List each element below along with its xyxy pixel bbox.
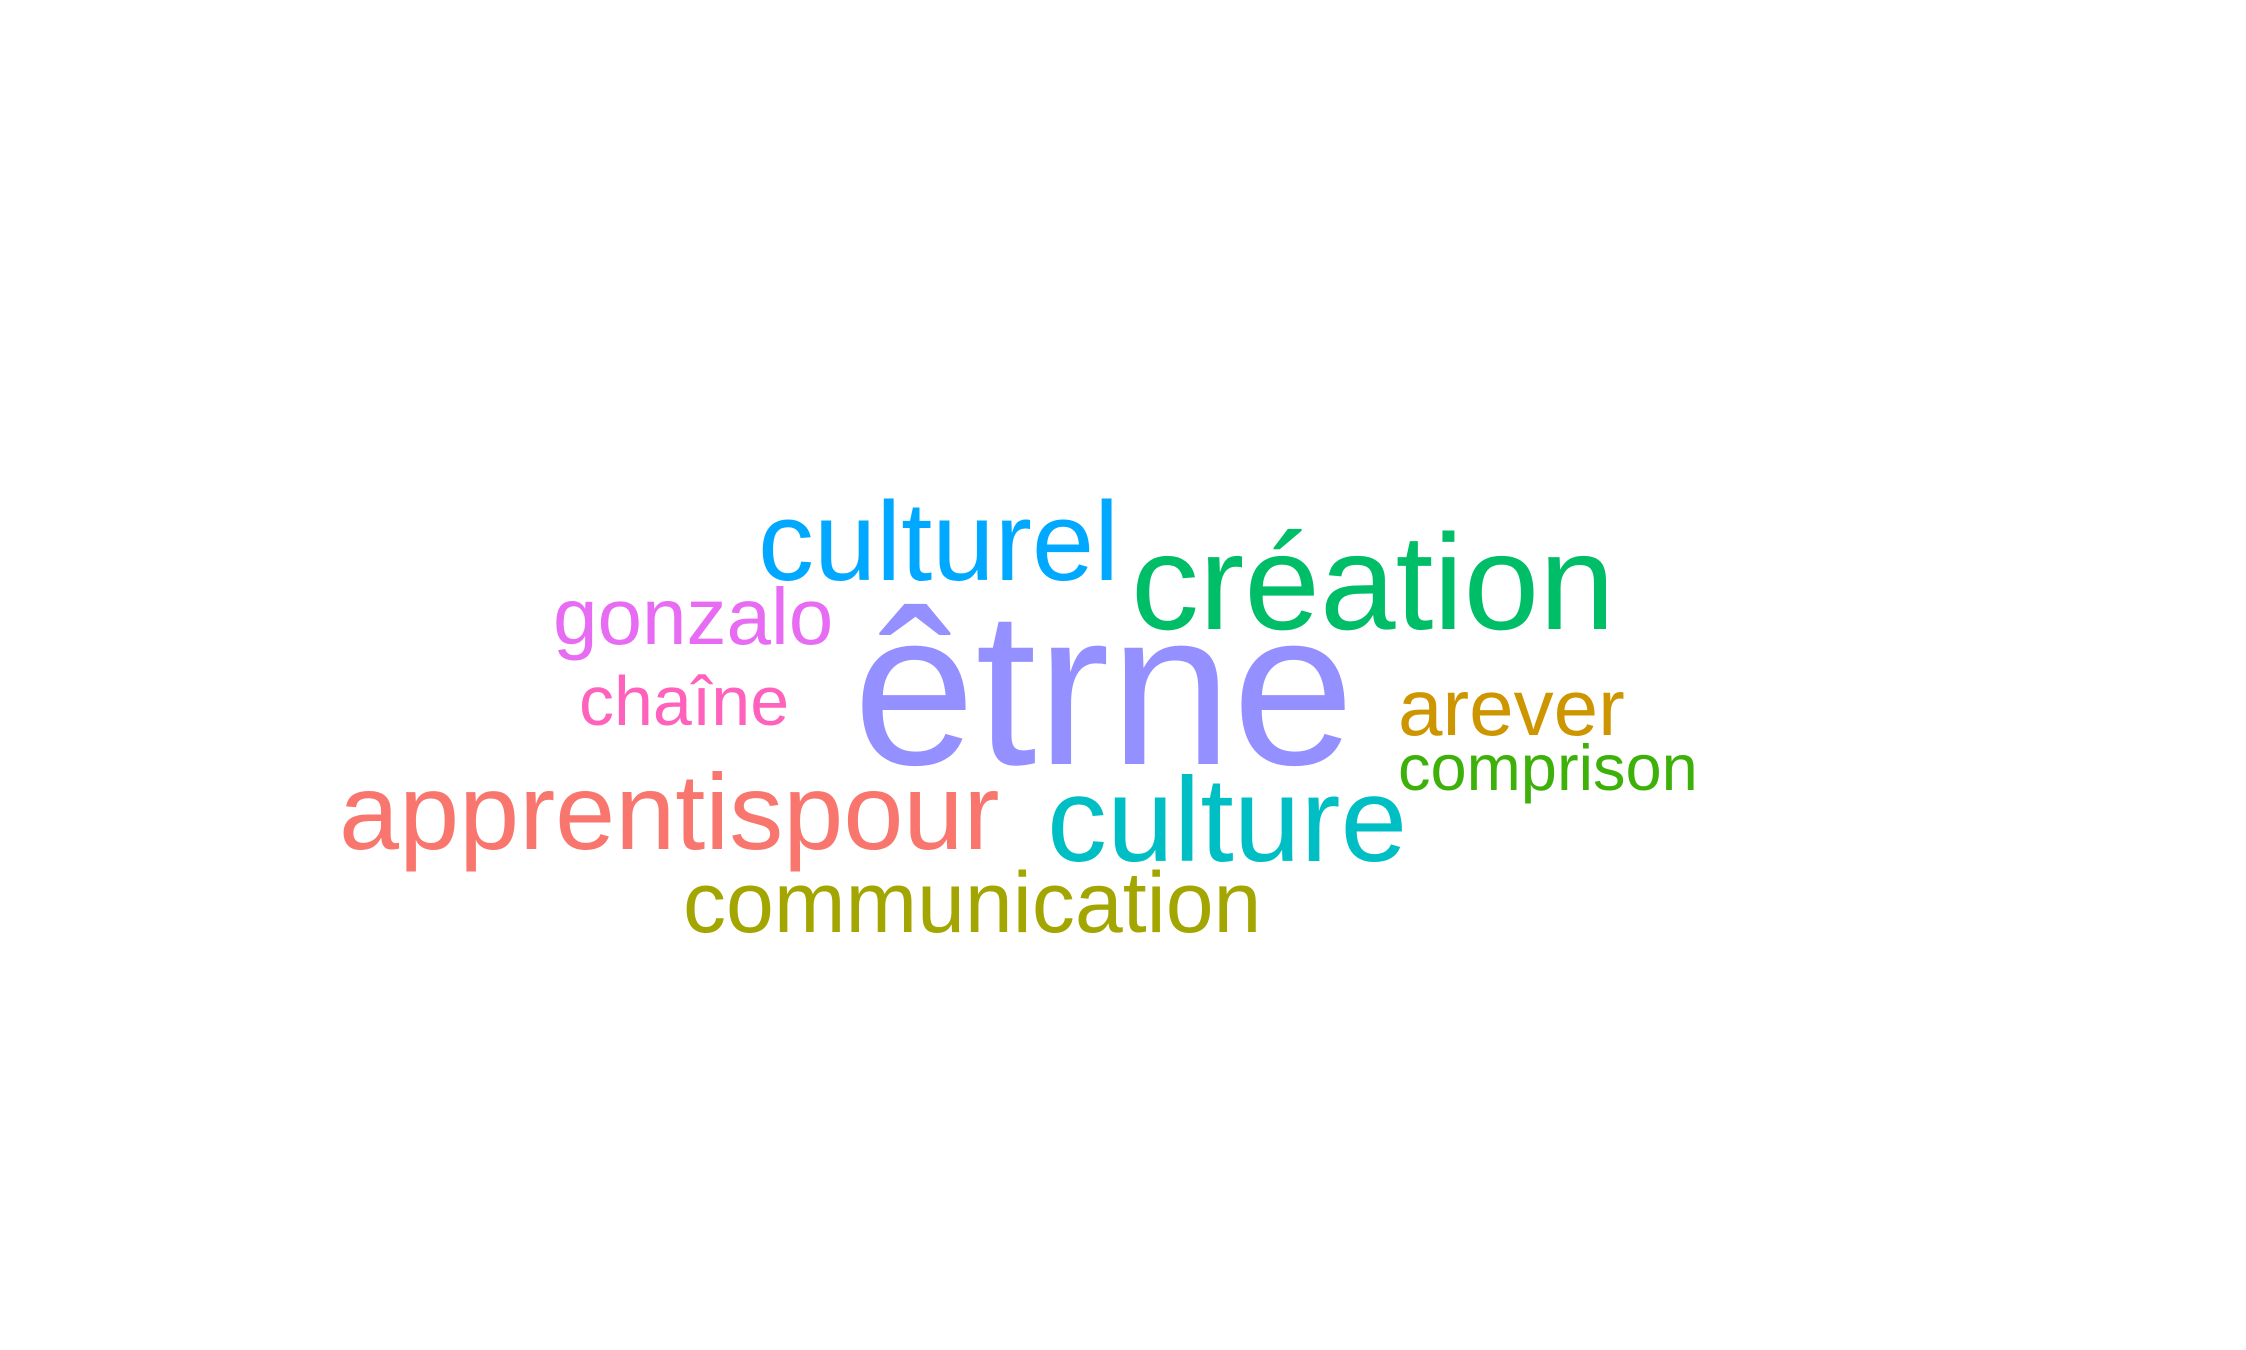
word-arever: arever (1398, 663, 1625, 752)
word-culture: culture (1047, 753, 1408, 887)
word-chaine: chaîne (579, 662, 790, 740)
word-creation: création (1131, 506, 1615, 658)
word-comprison: comprison (1398, 731, 1698, 804)
word-apprentispour: apprentispour (339, 751, 1000, 872)
word-communication: communication (683, 855, 1262, 951)
word-culturel: culturel (758, 479, 1120, 604)
word-gonzalo: gonzalo (553, 572, 834, 661)
word-etrne: êtrne (853, 565, 1355, 811)
